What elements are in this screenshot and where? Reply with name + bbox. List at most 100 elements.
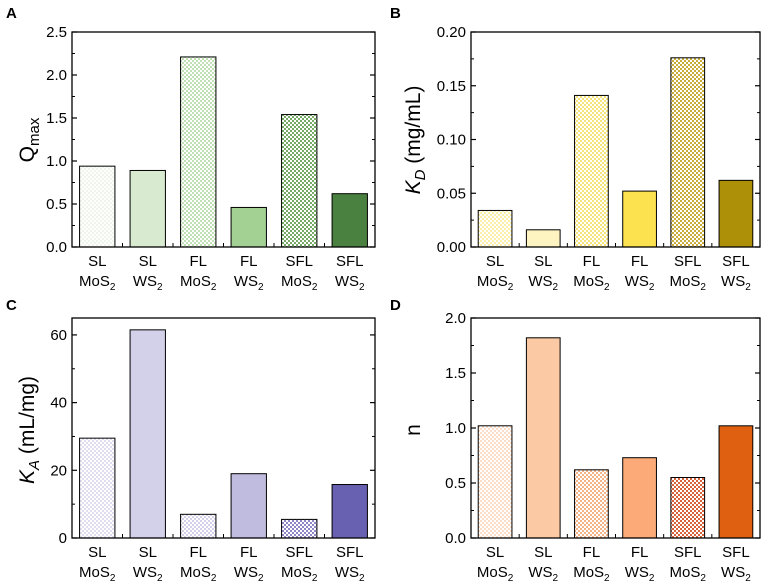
plot-frame — [71, 31, 376, 248]
category-label-line1: SFL — [336, 253, 364, 270]
bar-fl-ws2 — [230, 206, 267, 248]
category-label-line2: WS2 — [133, 564, 163, 584]
bar-sl-ws2 — [525, 229, 561, 248]
bar-fl-mos2 — [574, 94, 609, 248]
category-label-line2: WS2 — [335, 273, 365, 293]
category-label-line2: MoS2 — [180, 273, 217, 293]
category-label-line1: FL — [631, 253, 649, 270]
bar-sfl-mos2 — [670, 57, 706, 248]
y-tick-label: 60 — [50, 327, 67, 344]
category-label-line2: MoS2 — [477, 564, 514, 584]
category-label-line1: SL — [534, 544, 552, 561]
category-label-line2: WS2 — [721, 273, 751, 293]
y-tick-label: 0.05 — [437, 185, 466, 202]
bar-sfl-mos2 — [670, 477, 706, 539]
panel-letter: A — [6, 5, 17, 22]
bar-sfl-ws2 — [718, 179, 754, 248]
bar-fl-ws2 — [622, 190, 657, 248]
bar-sfl-ws2 — [331, 484, 368, 539]
category-label-line2: MoS2 — [573, 564, 610, 584]
y-tick-label: 1.0 — [46, 153, 67, 170]
category-label-line1: SFL — [285, 544, 313, 561]
category-label-line1: SL — [139, 544, 157, 561]
category-label-line2: WS2 — [528, 564, 558, 584]
category-label-line1: SFL — [285, 253, 313, 270]
category-label-line1: SFL — [722, 544, 750, 561]
category-label-line2: MoS2 — [477, 273, 514, 293]
bar-fl-mos2 — [180, 513, 217, 539]
category-label-line1: FL — [631, 544, 649, 561]
category-label-line2: MoS2 — [670, 564, 707, 584]
category-label-line2: MoS2 — [573, 273, 610, 293]
panel-c: C SL MoS2 SL WS2 FL MoS2 FL WS2 SFL MoS2 SFL WS2 0 20 4… — [6, 297, 376, 584]
y-tick-label: 0.00 — [437, 239, 466, 256]
y-axis-title: n — [402, 424, 425, 436]
bar-sl-mos2 — [477, 425, 513, 539]
y-tick-label: 2.0 — [445, 310, 466, 327]
category-label-line2: WS2 — [335, 564, 365, 584]
bar-sl-mos2 — [477, 209, 513, 248]
category-label-line2: MoS2 — [180, 564, 217, 584]
panel-letter: D — [390, 297, 401, 314]
y-axis-title: Qmax — [16, 117, 43, 162]
category-label-line1: SL — [88, 253, 106, 270]
plot-frame — [470, 317, 761, 539]
bar-sl-mos2 — [79, 165, 116, 248]
panel-letter: C — [6, 297, 17, 314]
category-label-line2: WS2 — [625, 273, 655, 293]
panel-d: D SL MoS2 SL WS2 FL MoS2 FL WS2 SFL MoS2 SFL WS2 0.0 0… — [390, 297, 761, 584]
category-label-line2: MoS2 — [281, 273, 318, 293]
y-tick-label: 40 — [50, 395, 67, 412]
category-label-line1: FL — [583, 544, 601, 561]
y-tick-label: 2.0 — [46, 67, 67, 84]
bar-sfl-ws2 — [718, 425, 754, 539]
bar-sfl-mos2 — [281, 518, 318, 539]
bar-fl-ws2 — [230, 473, 267, 539]
y-tick-label: 0.0 — [46, 239, 67, 256]
y-tick-label: 20 — [50, 462, 67, 479]
category-label-line1: SL — [139, 253, 157, 270]
category-label-line1: FL — [240, 253, 258, 270]
bar-sl-ws2 — [525, 337, 561, 539]
y-tick-label: 0.0 — [445, 530, 466, 547]
category-label-line1: SFL — [722, 253, 750, 270]
y-tick-label: 1.5 — [46, 110, 67, 127]
plot-frame — [470, 31, 761, 248]
y-axis-title: KD (mg/mL) — [402, 86, 429, 195]
panel-b: B SL MoS2 SL WS2 FL MoS2 FL WS2 SFL MoS2 SFL WS2 0.00… — [390, 5, 761, 293]
category-label-line1: FL — [240, 544, 258, 561]
panel-letter: B — [390, 5, 401, 22]
bar-sl-ws2 — [129, 169, 166, 248]
category-label-line2: WS2 — [528, 273, 558, 293]
y-tick-label: 1.5 — [445, 365, 466, 382]
category-label-line2: MoS2 — [79, 564, 116, 584]
category-label-line1: FL — [189, 544, 207, 561]
category-label-line2: WS2 — [234, 564, 264, 584]
category-label-line1: SFL — [336, 544, 364, 561]
category-label-line2: WS2 — [721, 564, 751, 584]
category-label-line2: MoS2 — [281, 564, 318, 584]
y-tick-label: 2.5 — [46, 24, 67, 41]
bar-sl-mos2 — [79, 437, 116, 539]
category-label-line2: WS2 — [625, 564, 655, 584]
category-label-line1: FL — [189, 253, 207, 270]
bar-fl-ws2 — [622, 457, 657, 539]
panel-a: A SL MoS2 SL WS2 FL MoS2 FL WS2 SFL MoS2 SFL WS2 0.0 0… — [6, 5, 376, 293]
category-label-line2: WS2 — [234, 273, 264, 293]
bar-fl-mos2 — [180, 56, 217, 248]
category-label-line2: WS2 — [133, 273, 163, 293]
y-tick-label: 0.5 — [46, 196, 67, 213]
category-label-line1: SFL — [674, 253, 702, 270]
bar-sfl-ws2 — [331, 193, 368, 248]
y-tick-label: 0.20 — [437, 24, 466, 41]
category-label-line1: SL — [534, 253, 552, 270]
category-label-line1: SFL — [674, 544, 702, 561]
category-label-line1: FL — [583, 253, 601, 270]
y-tick-label: 0 — [59, 530, 67, 547]
y-tick-label: 0.5 — [445, 475, 466, 492]
category-label-line1: SL — [486, 253, 504, 270]
bar-fl-mos2 — [574, 469, 609, 539]
category-label-line1: SL — [88, 544, 106, 561]
y-axis-title: KA (mL/mg) — [16, 376, 43, 484]
